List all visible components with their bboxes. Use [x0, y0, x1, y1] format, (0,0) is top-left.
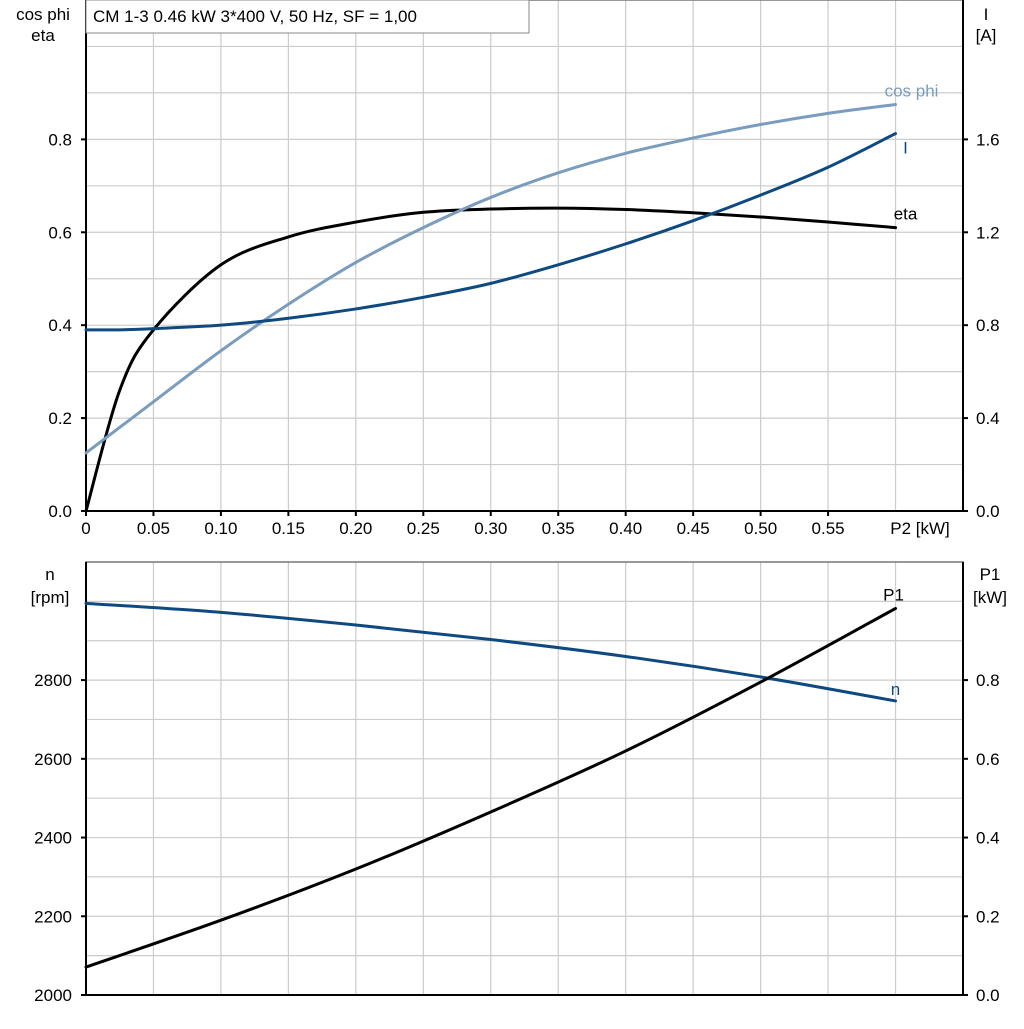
series-label-cos-phi: cos phi — [885, 82, 939, 101]
x-tick-label: 0.10 — [204, 519, 237, 538]
top-left-axis-label-1: cos phi — [16, 5, 70, 24]
x-tick-label: 0.20 — [339, 519, 372, 538]
y-tick-label-right: 1.2 — [976, 223, 1000, 242]
title-box — [85, 0, 530, 34]
y-tick-label-right: 0.8 — [976, 671, 1000, 690]
series-label-n: n — [891, 680, 900, 699]
x-tick-label: 0.30 — [474, 519, 507, 538]
x-tick-label: 0.45 — [677, 519, 710, 538]
top-chart: 0.0 0.2 0.4 0.6 0.8 0.0 0.4 0.8 1.2 1.6 0 0.05 0.10 0… — [48, 0, 1000, 538]
y-tick-label-right: 0.2 — [976, 907, 1000, 926]
bottom-left-axis-label-2: [rpm] — [31, 588, 70, 607]
bottom-chart: 2000 2200 2400 2600 2800 0.0 0.2 0.4 0.6 0.8 n P1 — [34, 561, 1000, 1005]
y-tick-label-left: 2800 — [34, 671, 72, 690]
y-tick-label-right: 0.4 — [976, 829, 1000, 848]
y-tick-label-left: 2000 — [34, 986, 72, 1005]
y-tick-label-left: 2200 — [34, 907, 72, 926]
plot-frame — [85, 0, 964, 512]
bottom-left-axis-label-1: n — [45, 565, 54, 584]
x-tick-label: 0.35 — [542, 519, 575, 538]
plot-frame — [85, 561, 964, 996]
x-tick-label: 0 — [81, 519, 90, 538]
y-tick-label-left: 0.4 — [48, 316, 72, 335]
y-tick-label-left: 0.6 — [48, 223, 72, 242]
y-tick-label-right: 0.4 — [976, 409, 1000, 428]
series-label-eta: eta — [894, 205, 918, 224]
x-tick-label: 0.40 — [609, 519, 642, 538]
series-line-cos-phi — [84, 103, 898, 455]
y-tick-label-right: 0.6 — [976, 750, 1000, 769]
y-tick-label-right: 0.8 — [976, 316, 1000, 335]
y-tick-label-left: 2600 — [34, 750, 72, 769]
series-line-I — [84, 132, 898, 332]
series-label-I: I — [903, 139, 908, 158]
series-line-P1 — [84, 606, 898, 969]
x-tick-label: 0.50 — [744, 519, 777, 538]
bottom-right-axis-label-2: [kW] — [973, 588, 1007, 607]
x-axis-label: P2 [kW] — [890, 519, 950, 538]
top-left-axis-label-2: eta — [31, 26, 55, 45]
bottom-right-axis-label-1: P1 — [980, 565, 1001, 584]
y-tick-label-right: 0.0 — [976, 502, 1000, 521]
series-line-n — [84, 601, 898, 703]
y-tick-label-right: 0.0 — [976, 986, 1000, 1005]
chart-title: CM 1-3 0.46 kW 3*400 V, 50 Hz, SF = 1,00 — [93, 7, 417, 26]
top-right-axis-label-2: [A] — [976, 26, 997, 45]
x-tick-label: 0.25 — [407, 519, 440, 538]
x-tick-label: 0.55 — [812, 519, 845, 538]
x-tick-label: 0.15 — [272, 519, 305, 538]
y-tick-label-left: 0.2 — [48, 409, 72, 428]
y-tick-label-right: 1.6 — [976, 130, 1000, 149]
top-right-axis-label-1: I — [984, 5, 989, 24]
x-tick-label: 0.05 — [137, 519, 170, 538]
y-tick-label-left: 0.0 — [48, 502, 72, 521]
y-tick-label-left: 0.8 — [48, 130, 72, 149]
series-label-P1: P1 — [883, 585, 904, 604]
y-tick-label-left: 2400 — [34, 829, 72, 848]
